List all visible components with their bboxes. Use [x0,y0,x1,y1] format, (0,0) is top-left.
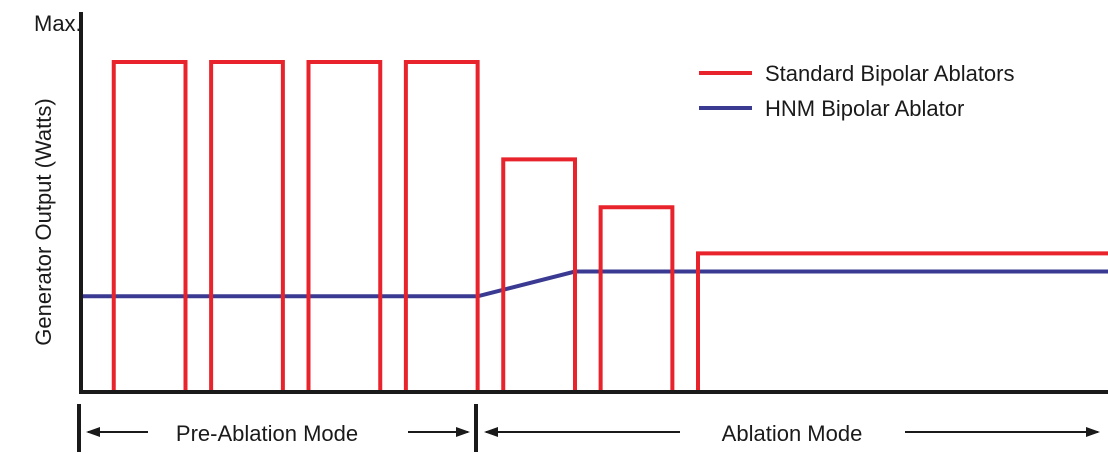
pulse-standard-2 [209,60,285,392]
mode-annotations: Pre-Ablation Mode Ablation Mode [77,404,1100,452]
legend: Standard Bipolar Ablators HNM Bipolar Ab… [699,61,1015,121]
series-layer [83,60,1108,392]
legend-label-hnm: HNM Bipolar Ablator [765,96,964,121]
ablation-arrowhead-right [1086,427,1100,437]
pulse-standard-3 [306,60,383,392]
pre-ablation-arrowhead-left [86,427,100,437]
pulse-standard-7 [696,251,1108,392]
ablation-arrowhead-left [484,427,498,437]
pre-ablation-mode-label: Pre-Ablation Mode [176,421,358,446]
y-axis-title: Generator Output (Watts) [31,98,56,345]
pre-ablation-arrowhead-right [456,427,470,437]
y-max-label: Max. [34,11,82,36]
series-line-hnm [83,269,1108,299]
pulse-standard-6 [598,205,675,392]
legend-label-standard: Standard Bipolar Ablators [765,61,1015,86]
pulse-standard-1 [111,60,188,392]
pulse-standard-4 [403,60,480,392]
pulse-standard-5 [501,157,577,392]
ablation-mode-label: Ablation Mode [722,421,863,446]
